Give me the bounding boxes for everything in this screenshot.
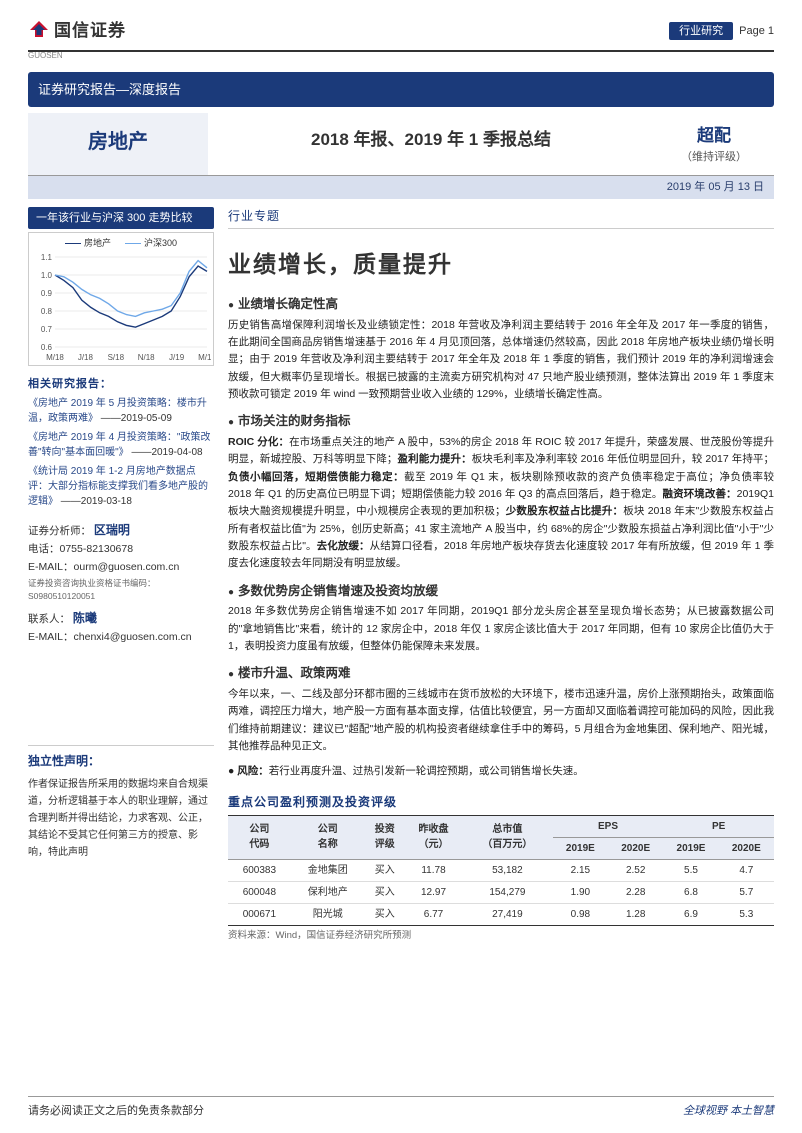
- category-tag: 行业研究: [669, 22, 733, 41]
- performance-chart: 房地产 沪深300 0.6 0.7 0.8 0.9 1.0 1.1 M/18 J/18 S/18…: [28, 232, 214, 366]
- disclaimer-title: 独立性声明：: [28, 752, 214, 770]
- related-report-item: 《房地产 2019 年 5 月投资策略：楼市升温，政策两难》 ——2019-05…: [28, 396, 214, 426]
- section-body: ROIC 分化：在市场重点关注的地产 A 股中，53%的房企 2018 年 RO…: [228, 434, 774, 573]
- headline: 业绩增长，质量提升: [228, 247, 774, 282]
- svg-text:1.0: 1.0: [41, 271, 53, 280]
- topic-tag: 行业专题: [228, 207, 774, 229]
- svg-text:J/19: J/19: [169, 353, 185, 362]
- analyst-name: 区瑞明: [94, 523, 130, 537]
- logo: 国信证券: [28, 18, 126, 44]
- page-indicator: 行业研究 Page 1: [669, 22, 774, 41]
- analyst-phone: 0755-82130678: [60, 543, 134, 555]
- rating-sub: （维持评级）: [654, 149, 774, 166]
- svg-text:M/18: M/18: [46, 353, 64, 362]
- table-source: 资料来源：Wind，国信证券经济研究所预测: [228, 929, 774, 943]
- svg-text:0.6: 0.6: [41, 343, 53, 352]
- section-title: 市场关注的财务指标: [228, 412, 774, 431]
- section-title: 多数优势房企销售增速及投资均放缓: [228, 582, 774, 601]
- logo-en: GUOSEN: [28, 50, 774, 62]
- legend-item-1: 房地产: [65, 237, 111, 251]
- report-title: 2018 年报、2019 年 1 季报总结: [208, 113, 654, 175]
- report-banner: 证券研究报告—深度报告: [28, 72, 774, 108]
- footer-right: 全球视野 本土智慧: [683, 1103, 774, 1120]
- date-bar: 2019 年 05 月 13 日: [28, 176, 774, 199]
- contact-name: 陈曦: [73, 611, 97, 625]
- rating-box: 超配 （维持评级）: [654, 113, 774, 175]
- related-reports-title: 相关研究报告：: [28, 376, 214, 393]
- disclaimer-body: 作者保证报告所采用的数据均来自合规渠道，分析逻辑基于本人的职业理解，通过合理判断…: [28, 776, 214, 861]
- chart-title: 一年该行业与沪深 300 走势比较: [28, 207, 214, 230]
- svg-text:S/18: S/18: [108, 353, 125, 362]
- svg-text:N/18: N/18: [138, 353, 155, 362]
- svg-text:1.1: 1.1: [41, 253, 53, 262]
- svg-text:0.7: 0.7: [41, 325, 53, 334]
- table-row: 600383金地集团买入11.7853,1822.152.525.54.7: [228, 859, 774, 881]
- table-row: 600048保利地产买入12.97154,2791.902.286.85.7: [228, 881, 774, 903]
- svg-text:0.9: 0.9: [41, 289, 53, 298]
- legend-item-2: 沪深300: [125, 237, 177, 251]
- analyst-block: 证券分析师： 区瑞明 电话：0755-82130678 E-MAIL：ourm@…: [28, 521, 214, 645]
- forecast-table-title: 重点公司盈利预测及投资评级: [228, 793, 774, 811]
- analyst-email: ourm@guosen.com.cn: [74, 561, 180, 573]
- section-body: 历史销售高增保障利润增长及业绩锁定性：2018 年营收及净利润主要结转于 201…: [228, 317, 774, 404]
- section-body: 今年以来，一、二线及部分环都市圈的三线城市在货币放松的大环境下，楼市迅速升温，房…: [228, 686, 774, 755]
- section-title: 业绩增长确定性高: [228, 295, 774, 314]
- logo-text-zh: 国信证券: [54, 18, 126, 44]
- related-report-item: 《房地产 2019 年 4 月投资策略："政策改善"转向"基本面回暖"》 ——2…: [28, 430, 214, 460]
- page-number: Page 1: [739, 23, 774, 40]
- page-footer: 请务必阅读正文之后的免责条款部分 全球视野 本土智慧: [28, 1096, 774, 1120]
- svg-text:M/19: M/19: [198, 353, 211, 362]
- main-content: 行业专题 业绩增长，质量提升 业绩增长确定性高历史销售高增保障利润增长及业绩锁定…: [228, 207, 774, 943]
- rating-value: 超配: [654, 123, 774, 149]
- sidebar: 一年该行业与沪深 300 走势比较 房地产 沪深300 0.6 0.7 0.8 0.9…: [28, 207, 214, 943]
- sector-label: 房地产: [28, 113, 208, 175]
- related-report-item: 《统计局 2019 年 1-2 月房地产数据点评：大部分指标能支撑我们看多地产股…: [28, 464, 214, 509]
- contact-email: chenxi4@guosen.com.cn: [74, 631, 192, 643]
- svg-text:0.8: 0.8: [41, 307, 53, 316]
- top-header: 国信证券 行业研究 Page 1: [28, 18, 774, 52]
- cert-code: 证券投资咨询执业资格证书编码：S0980510120051: [28, 577, 214, 603]
- section-title: 楼市升温、政策两难: [228, 664, 774, 683]
- risk-line: ● 风险：若行业再度升温、过热引发新一轮调控预期，或公司销售增长失速。: [228, 763, 774, 780]
- footer-left: 请务必阅读正文之后的免责条款部分: [28, 1103, 204, 1120]
- related-reports-list: 《房地产 2019 年 5 月投资策略：楼市升温，政策两难》 ——2019-05…: [28, 396, 214, 509]
- title-box: 房地产 2018 年报、2019 年 1 季报总结 超配 （维持评级）: [28, 113, 774, 176]
- forecast-table: 公司代码公司名称投资评级昨收盘（元）总市值（百万元）EPSPE2019E2020…: [228, 815, 774, 926]
- disclaimer: 独立性声明： 作者保证报告所采用的数据均来自合规渠道，分析逻辑基于本人的职业理解…: [28, 745, 214, 861]
- svg-text:J/18: J/18: [78, 353, 94, 362]
- logo-icon: [28, 21, 50, 41]
- section-body: 2018 年多数优势房企销售增速不如 2017 年同期，2019Q1 部分龙头房…: [228, 603, 774, 655]
- table-row: 000671阳光城买入6.7727,4190.981.286.95.3: [228, 903, 774, 925]
